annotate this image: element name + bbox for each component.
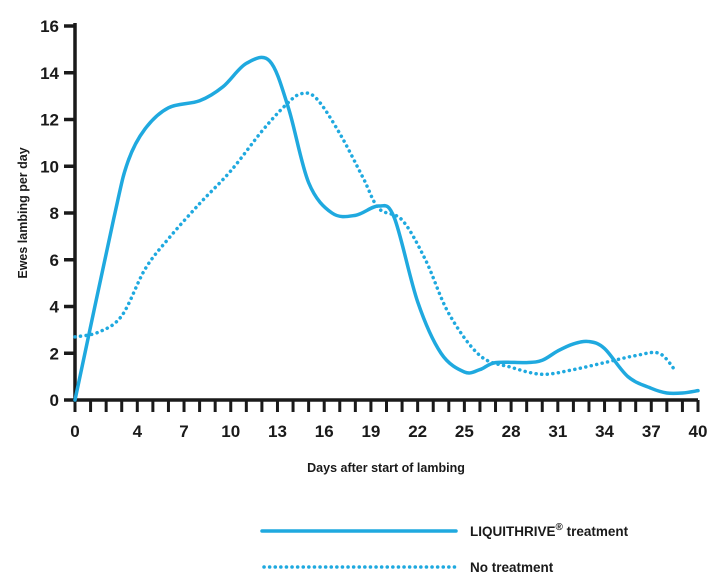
series-line-no-treatment — [73, 91, 677, 377]
y-tick-label: 14 — [40, 64, 59, 83]
legend-item-liquithrive: LIQUITHRIVE® treatment — [260, 522, 629, 539]
x-tick-label: 16 — [315, 422, 334, 441]
x-axis: 0 4 7 10 13 16 19 22 25 28 31 34 37 40 — [70, 398, 707, 441]
y-tick-label: 2 — [50, 344, 59, 363]
x-tick-label: 31 — [548, 422, 567, 441]
x-tick-label: 4 — [133, 422, 143, 441]
x-tick-label: 25 — [455, 422, 474, 441]
x-tick-label: 34 — [595, 422, 614, 441]
legend: LIQUITHRIVE® treatment No treatment — [260, 522, 629, 573]
series-line-liquithrive — [73, 55, 700, 402]
legend-label-no-treatment: No treatment — [470, 560, 554, 573]
x-tick-label: 22 — [408, 422, 427, 441]
legend-label-liquithrive: LIQUITHRIVE® treatment — [470, 522, 629, 539]
x-tick-label: 37 — [642, 422, 661, 441]
legend-item-no-treatment: No treatment — [262, 560, 554, 573]
x-tick-label: 0 — [70, 422, 79, 441]
y-ticks: 0 2 4 6 8 10 12 14 16 — [40, 17, 75, 410]
x-ticks: 0 4 7 10 13 16 19 22 25 28 31 34 37 40 — [70, 400, 707, 441]
x-tick-label: 28 — [502, 422, 521, 441]
x-tick-label: 7 — [179, 422, 188, 441]
y-axis-title: Ewes lambing per day — [16, 147, 30, 278]
y-tick-label: 8 — [50, 204, 59, 223]
y-tick-label: 10 — [40, 157, 59, 176]
y-tick-label: 0 — [50, 391, 59, 410]
series-group — [73, 55, 700, 402]
x-tick-label: 19 — [361, 422, 380, 441]
x-tick-label: 13 — [268, 422, 287, 441]
x-axis-title: Days after start of lambing — [307, 461, 465, 475]
y-axis: 0 2 4 6 8 10 12 14 16 — [40, 17, 77, 410]
y-tick-label: 12 — [40, 111, 59, 130]
x-tick-label: 10 — [221, 422, 240, 441]
y-tick-label: 4 — [50, 298, 60, 317]
x-tick-label: 40 — [689, 422, 708, 441]
y-tick-label: 16 — [40, 17, 59, 36]
y-tick-label: 6 — [50, 251, 59, 270]
